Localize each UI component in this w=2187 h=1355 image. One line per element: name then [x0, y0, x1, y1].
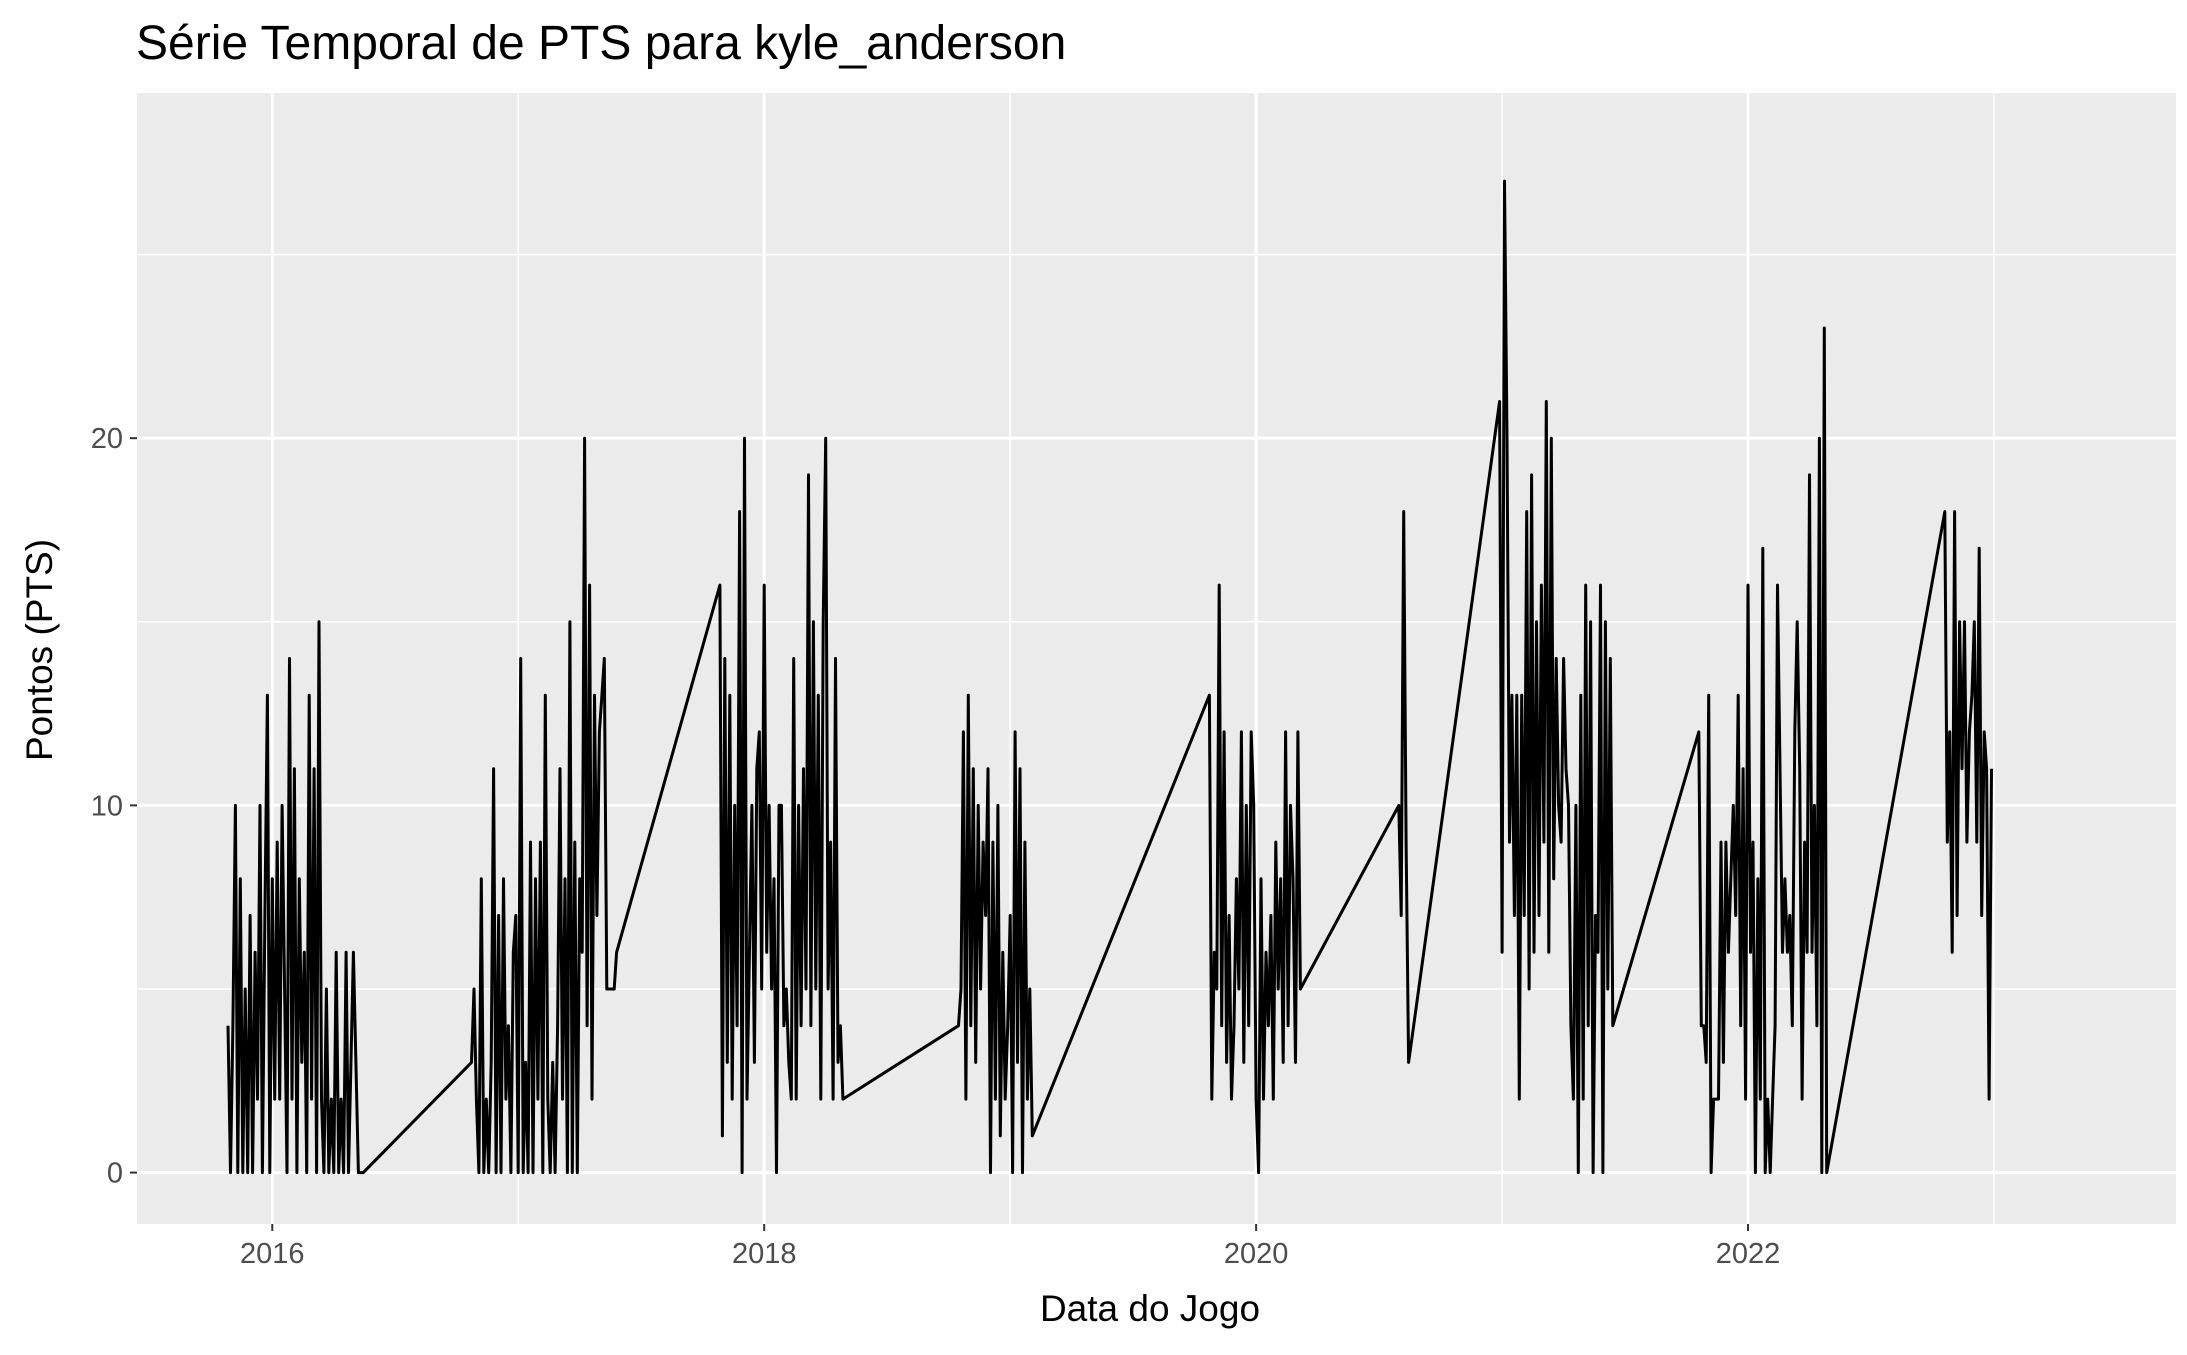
chart-title: Série Temporal de PTS para kyle_anderson: [136, 17, 1066, 70]
x-tick-label: 2018: [732, 1238, 797, 1270]
y-tick-labels: 0 10 20: [91, 423, 123, 1189]
y-tick-label: 0: [107, 1158, 123, 1190]
y-tick-label: 10: [91, 790, 123, 822]
x-axis-title: Data do Jogo: [1040, 1288, 1260, 1329]
plot-panel: [137, 93, 2176, 1224]
y-tick-label: 20: [91, 423, 123, 455]
series-layer: [226, 179, 1993, 1175]
y-axis-title: Pontos (PTS): [19, 539, 60, 761]
axis-ticks: [130, 437, 1750, 1231]
x-tick-label: 2016: [240, 1238, 305, 1270]
x-tick-labels: 2016 2018 2020 2022: [240, 1238, 1780, 1270]
series-line-pts: [226, 179, 1993, 1175]
x-tick-label: 2020: [1224, 1238, 1289, 1270]
x-tick-label: 2022: [1716, 1238, 1781, 1270]
